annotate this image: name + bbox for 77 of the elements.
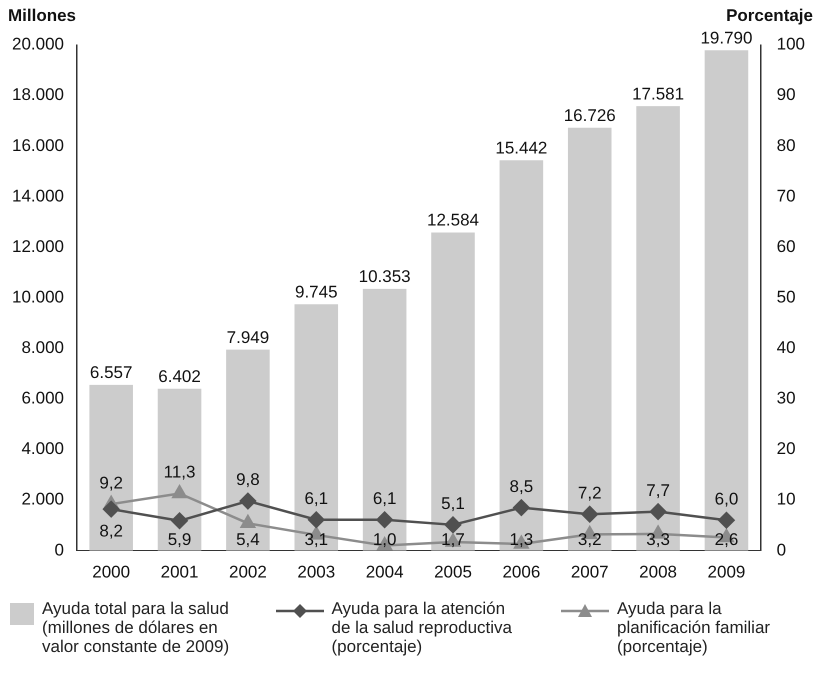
data-label: 6,1 [304,488,328,508]
y-tick-label: 2.000 [21,490,64,509]
data-label: 3,2 [578,530,602,549]
y-tick-label: 14.000 [12,186,64,206]
data-label: 7,7 [646,480,670,500]
y2-tick-label: 100 [776,34,806,54]
data-label: 10.353 [358,267,411,286]
x-tick-label: 2003 [297,562,336,582]
y-tick-label: 18.000 [12,85,64,104]
bar [158,388,202,551]
data-label: 19.790 [700,28,752,48]
x-tick-label: 2008 [639,562,678,582]
x-tick-label: 2005 [434,562,472,582]
y-tick-label: 12.000 [12,236,64,256]
x-tick-label: 2007 [570,562,609,582]
data-label: 1,0 [372,530,396,549]
legend-label: Ayuda para la atención de la salud reproductiva (porcentaje) [332,599,514,656]
x-tick-label: 2004 [366,562,404,582]
bar [568,128,612,551]
bar [294,304,338,551]
x-tick-label: 2009 [708,562,746,582]
bar [226,350,270,551]
y2-tick-label: 80 [776,136,796,155]
y-tick-label: 10.000 [12,287,64,306]
data-label: 2,6 [714,530,738,549]
bar [704,50,748,551]
y-tick-label: 6.000 [21,388,64,408]
y2-tick-label: 0 [776,540,786,560]
y-tick-label: 16.000 [12,136,64,155]
data-label: 9,2 [99,473,123,492]
data-label: 8,2 [99,521,123,540]
data-label: 5,4 [236,530,260,549]
data-label: 1,3 [510,530,534,549]
legend-label: Ayuda total para la salud (millones de dólares en valor constante de 2009) [42,599,230,656]
data-label: 5,1 [441,494,465,513]
data-label: 9,8 [236,470,260,490]
bar [636,106,680,551]
x-tick-label: 2000 [92,562,130,582]
y-tick-label: 4.000 [21,439,64,458]
data-label: 3,1 [304,530,328,549]
data-label: 6.402 [158,366,201,386]
data-label: 5,9 [168,530,192,549]
y2-tick-label: 90 [776,85,796,104]
x-tick-label: 2001 [160,562,198,582]
data-label: 6.557 [90,363,132,382]
data-label: 1,7 [441,530,465,549]
data-label: 11,3 [164,462,196,482]
y2-tick-label: 20 [776,439,796,458]
y-tick-label: 20.000 [12,34,64,54]
y2-tick-label: 10 [776,490,796,509]
bar [362,288,406,551]
y-axis-title: Millones [8,6,76,26]
data-label: 16.726 [564,106,616,125]
y2-tick-label: 40 [776,338,796,358]
bar [431,232,475,551]
y2-tick-label: 60 [776,236,796,256]
y2-tick-label: 50 [776,287,796,306]
data-label: 7.949 [226,328,270,347]
y-tick-label: 0 [54,540,64,560]
y2-axis-title: Porcentaje [726,6,813,26]
x-tick-label: 2006 [502,562,540,582]
y2-tick-label: 30 [776,388,796,408]
bar [89,384,133,551]
data-label: 8,5 [510,476,534,496]
data-label: 17.581 [632,84,684,104]
legend-label: Ayuda para la planificación familiar (porcentaje) [617,599,772,656]
y-tick-label: 8.000 [21,338,64,358]
data-label: 9.745 [294,282,338,302]
data-label: 7,2 [578,483,602,502]
data-label: 12.584 [427,210,479,230]
data-label: 6,0 [714,489,738,508]
data-label: 3,3 [646,530,670,549]
x-tick-label: 2002 [228,562,267,582]
data-label: 15.442 [495,138,548,158]
y2-tick-label: 70 [776,186,796,206]
bar [500,160,544,551]
data-label: 6,1 [372,488,396,508]
